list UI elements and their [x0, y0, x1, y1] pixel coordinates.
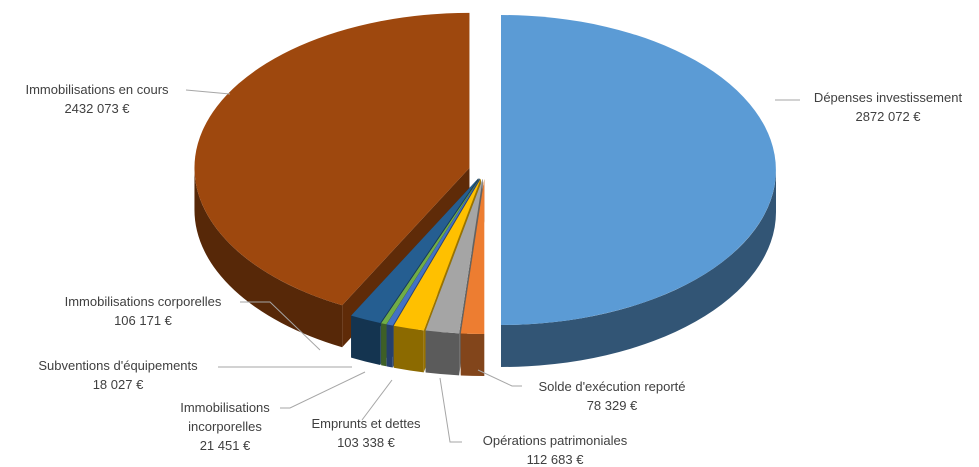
category-label: Emprunts et dettes: [311, 416, 421, 431]
value-label: 18 027 €: [92, 377, 144, 392]
slice: [460, 179, 485, 377]
value-label: 112 683 €: [526, 452, 584, 467]
slice-top: [425, 178, 483, 334]
category-label: Immobilisations en cours: [25, 82, 169, 97]
slice-label: Immobilisations en cours 2432 073 €: [25, 80, 168, 118]
slice-label: Subventions d'équipements 18 027 €: [38, 356, 197, 394]
category-label: Opérations patrimoniales: [482, 433, 628, 448]
leader-line: [240, 301, 321, 351]
slice-label: Immobilisations incorporelles 21 451 €: [168, 398, 283, 455]
slice-side: [460, 333, 485, 377]
slice-side: [393, 325, 424, 373]
slice-top: [393, 178, 481, 331]
category-label: Dépenses investissement: [813, 90, 963, 105]
leader-line: [439, 377, 462, 443]
leader-line: [280, 371, 366, 409]
slice-top: [194, 12, 470, 306]
leader-line: [185, 89, 231, 95]
category-label: Solde d'exécution reporté: [538, 379, 686, 394]
slice-label: Opérations patrimoniales 112 683 €: [483, 431, 628, 467]
value-label: 103 338 €: [337, 435, 395, 450]
slice-top: [351, 178, 479, 323]
category-label: Immobilisations incorporelles: [180, 400, 270, 434]
value-label: 78 329 €: [586, 398, 638, 413]
slice-top: [386, 178, 480, 326]
slice-label: Solde d'exécution reporté 78 329 €: [538, 377, 685, 415]
slice-side: [425, 330, 460, 376]
slice-top: [381, 178, 480, 325]
value-label: 2872 072 €: [855, 109, 921, 124]
slice-side: [381, 323, 387, 367]
slice-top: [460, 179, 485, 335]
slice-top: [501, 15, 776, 325]
slice-side: [351, 315, 381, 365]
slice-label: Emprunts et dettes 103 338 €: [311, 414, 420, 452]
leader-line: [361, 379, 393, 421]
slices: [194, 12, 776, 377]
slice-side: [501, 170, 776, 367]
value-label: 2432 073 €: [64, 101, 130, 116]
slice-label: Dépenses investissement 2872 072 €: [814, 88, 962, 126]
slice-side: [386, 324, 393, 368]
category-label: Immobilisations corporelles: [64, 294, 222, 309]
slice: [501, 15, 776, 367]
leader-lines: [185, 89, 800, 443]
leader-line: [477, 369, 522, 387]
value-label: 106 171 €: [114, 313, 172, 328]
slice-label: Immobilisations corporelles 106 171 €: [65, 292, 222, 330]
category-label: Subventions d'équipements: [38, 358, 198, 373]
slice-side: [194, 167, 343, 348]
value-label: 21 451 €: [199, 438, 251, 453]
